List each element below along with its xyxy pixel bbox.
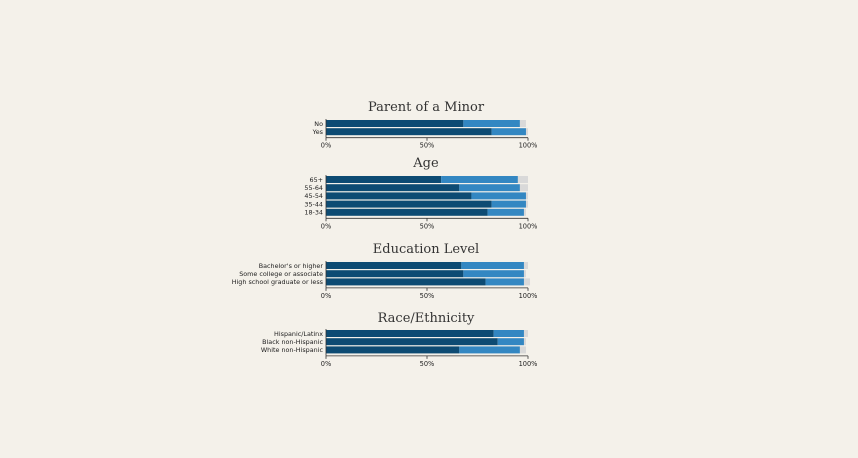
chart-title: Education Level [373,242,479,257]
bar-segment [485,278,524,286]
category-label: 18-34 [304,209,323,217]
bar-segment [326,270,464,278]
tick-label: 50% [420,360,435,368]
category-label: No [314,120,323,128]
bar-segment [461,262,524,269]
bar-segment [493,330,524,337]
tick-label: 100% [519,142,538,150]
bar-segment [326,184,460,192]
bar-segment [523,208,526,216]
chart-title: Race/Ethnicity [378,311,475,326]
bar-segment [459,184,520,192]
bar-segment [326,208,488,216]
bar-segment [326,346,460,354]
bar-segment [326,192,472,200]
bar-segment [491,128,526,136]
bar-segment [523,278,531,286]
bar-segment [517,176,528,183]
tick-label: 100% [519,222,538,230]
category-label: Hispanic/Latinx [274,330,323,338]
bar-segment [525,200,528,208]
bar-segment [487,208,524,216]
tick-label: 100% [519,292,538,300]
category-label: Bachelor's or higher [259,262,324,270]
bar-segment [525,192,528,200]
chart-panel: Education Level Bachelor's or higherSome … [232,242,538,300]
tick-label: 100% [519,360,538,368]
bar-segment [326,128,492,136]
bar-segment [491,200,526,208]
bar-segment [471,192,526,200]
bar-segment [519,346,526,354]
category-label: Yes [312,128,324,136]
bar-segment [326,278,486,286]
tick-label: 0% [321,360,331,368]
bar-segment [459,346,520,354]
bar-segment [523,270,526,278]
category-label: Black non-Hispanic [262,338,323,346]
bar-segment [326,120,464,127]
bar-segment [326,262,462,269]
bar-segment [326,200,492,208]
bar-segment [497,338,524,346]
category-label: 35-44 [304,200,323,208]
category-label: High school graduate or less [232,278,324,286]
bar-segment [326,176,442,183]
bar-segment [523,330,528,337]
bar-segment [326,330,494,337]
bar-segment [519,120,526,127]
bar-segment [441,176,518,183]
bar-segment [523,338,526,346]
category-label: 45-54 [304,192,323,200]
tick-label: 0% [321,142,331,150]
bar-segment [519,184,528,192]
bar-segment [525,128,528,136]
chart-title: Parent of a Minor [368,100,485,115]
bar-segment [463,120,520,127]
tick-label: 0% [321,222,331,230]
tick-label: 0% [321,292,331,300]
tick-label: 50% [420,292,435,300]
bar-segment [463,270,524,278]
tick-label: 50% [420,142,435,150]
bar-segment [326,338,498,346]
tick-label: 50% [420,222,435,230]
category-label: White non-Hispanic [261,346,324,354]
category-label: Some college or associate [239,270,323,278]
bar-segment [523,262,528,269]
category-label: 65+ [310,176,324,184]
chart-title: Age [412,156,439,171]
category-label: 55-64 [304,184,323,192]
